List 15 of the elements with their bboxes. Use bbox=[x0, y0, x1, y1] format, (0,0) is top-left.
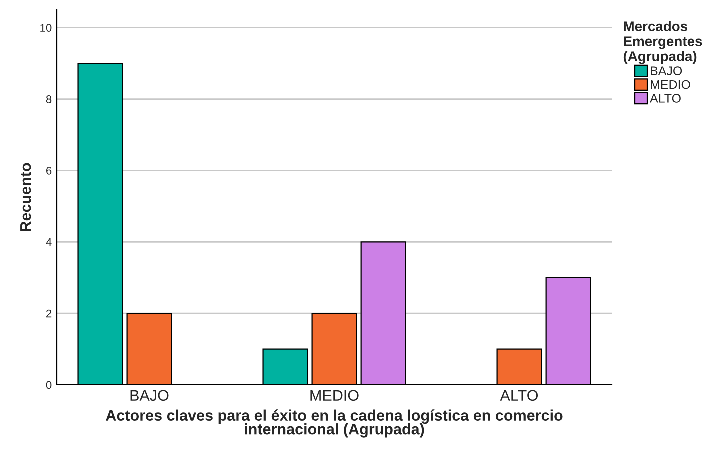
y-tick-label: 6 bbox=[46, 166, 52, 175]
y-tick-label: 10 bbox=[40, 24, 52, 32]
x-tick-label: ALTO bbox=[500, 390, 538, 402]
legend-label: MEDIO bbox=[651, 80, 690, 90]
y-axis-title: Recuento bbox=[20, 163, 32, 232]
x-tick-label: BAJO bbox=[130, 390, 169, 402]
legend-label: BAJO bbox=[651, 66, 682, 76]
legend-title: Mercados Emergentes (Agrupada) bbox=[624, 21, 702, 64]
y-tick-label: 0 bbox=[46, 381, 52, 390]
x-axis-title: Actores claves para el éxito en la cadena logística en comercio internacional (Agrupada) bbox=[106, 410, 563, 438]
y-tick-label: 2 bbox=[46, 310, 52, 318]
legend-label: ALTO bbox=[650, 94, 681, 103]
y-tick-label: 8 bbox=[46, 96, 52, 104]
y-tick-label: 4 bbox=[46, 238, 52, 246]
x-tick-label: MEDIO bbox=[310, 390, 359, 402]
